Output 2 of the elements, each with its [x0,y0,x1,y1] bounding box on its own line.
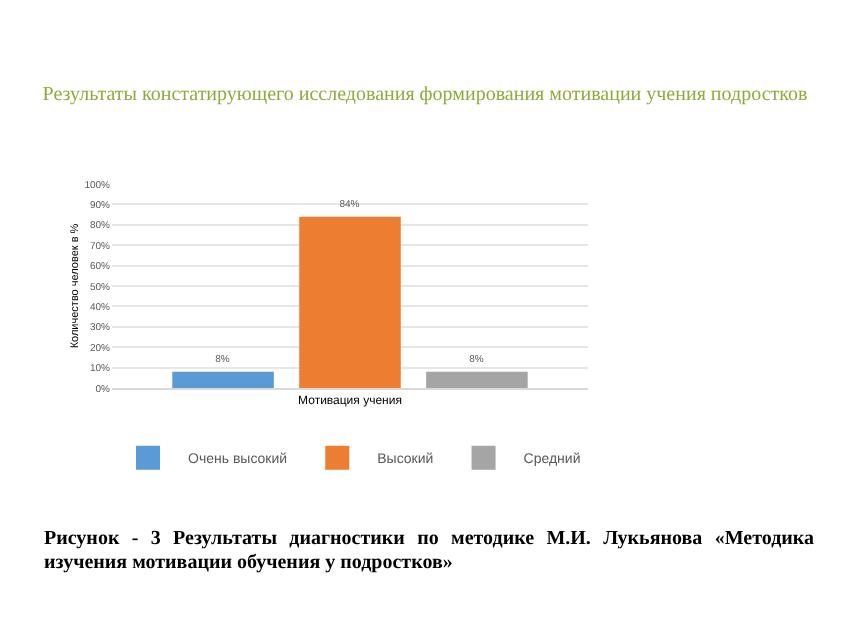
chart-title: Результаты констатирующего исследования формирования мотивации учения подростков [40,84,810,108]
text: Рисунок - 3 Результаты диагностики по методике М.И. Лукьянова «Методика изучения мотивации обучения у подростков» [44,528,814,576]
